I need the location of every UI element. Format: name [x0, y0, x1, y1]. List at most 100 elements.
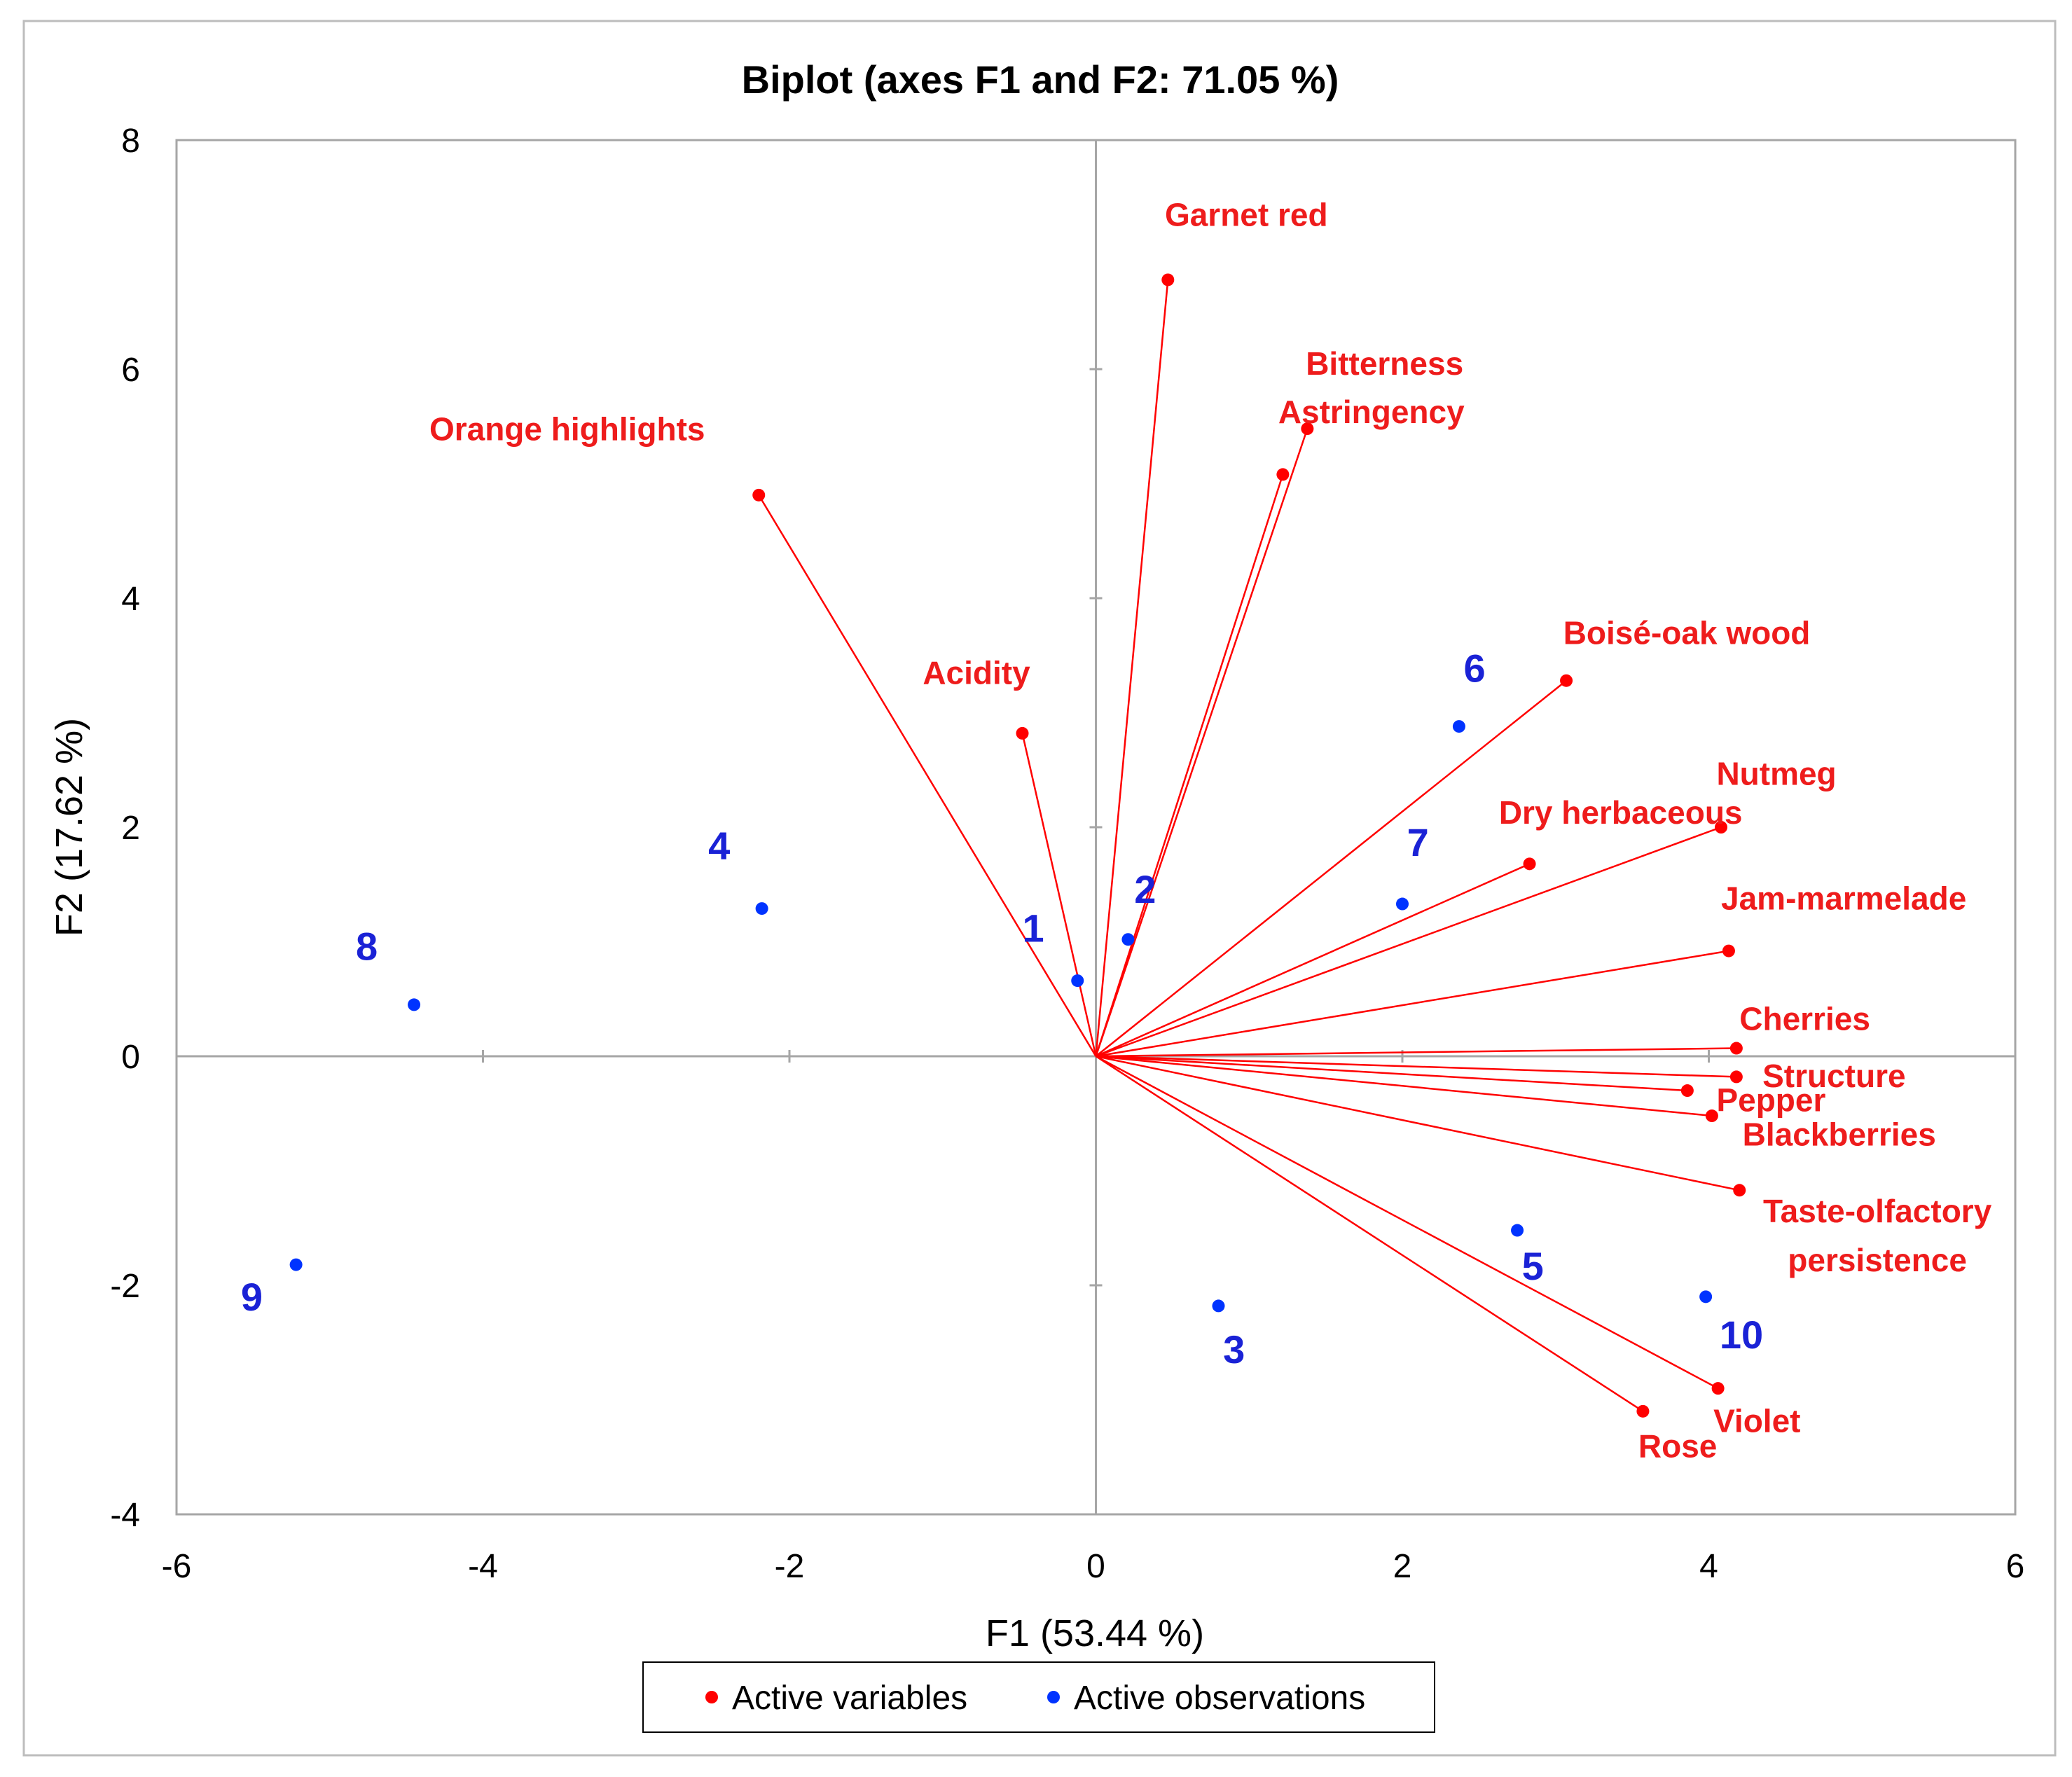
- vector-jam-marmelade: [1096, 950, 1729, 1058]
- variable-label-line: Bitterness: [1306, 345, 1463, 382]
- observation-points: 1 2 3 4 5 6 7 8 9 10: [241, 646, 1763, 1371]
- vector-bitterness: [1095, 474, 1284, 1057]
- x-axis-title: F1 (53.44 %): [986, 1612, 1204, 1654]
- observation-label-5: 5: [1522, 1244, 1544, 1288]
- observation-point-4: [755, 902, 768, 915]
- y-axis-title: F2 (17.62 %): [48, 718, 90, 936]
- legend-marker-observations: [1047, 1691, 1060, 1703]
- variable-label-line: Cherries: [1739, 1000, 1870, 1037]
- variable-label-line: Orange highlights: [429, 410, 705, 447]
- variable-point-violet: [1711, 1382, 1725, 1395]
- variable-label-astringency: Astringency: [1278, 394, 1465, 430]
- variable-label-pepper: Pepper: [1716, 1081, 1825, 1118]
- variable-label-line: Acidity: [923, 655, 1030, 691]
- variable-point-dry-herbaceous: [1523, 857, 1536, 871]
- y-tick-label: -2: [110, 1268, 140, 1305]
- observation-label-7: 7: [1407, 820, 1429, 864]
- variable-label-line: Dry herbaceous: [1499, 794, 1743, 831]
- x-tick-label: 6: [2006, 1548, 2025, 1585]
- observation-label-8: 8: [356, 925, 378, 969]
- variable-label-line: Pepper: [1716, 1081, 1825, 1118]
- variable-point-pepper: [1680, 1084, 1694, 1098]
- variable-point-taste-olfactory-persistence: [1733, 1184, 1746, 1197]
- legend-box: [642, 1661, 1435, 1733]
- vector-blackberries: [1096, 1055, 1712, 1117]
- vector-orange-highlights: [758, 495, 1097, 1057]
- variable-point-garnet-red: [1161, 273, 1175, 286]
- x-tick-label: 4: [1699, 1548, 1718, 1585]
- x-tick-label: -4: [468, 1548, 498, 1585]
- variable-label-dry-herbaceous: Dry herbaceous: [1499, 794, 1743, 831]
- variable-label-line: Jam-marmelade: [1721, 880, 1966, 917]
- variable-label-cherries: Cherries: [1739, 1000, 1870, 1037]
- x-tick-label: 2: [1393, 1548, 1412, 1585]
- vector-nutmeg: [1096, 826, 1722, 1058]
- vector-acidity: [1021, 733, 1097, 1057]
- y-tick-label: 8: [121, 123, 140, 160]
- legend: Active variables Active observations: [642, 1661, 1435, 1733]
- variable-label-jam-marmelade: Jam-marmelade: [1721, 880, 1966, 917]
- variable-point-bois-oak-wood: [1560, 674, 1573, 687]
- observation-label-1: 1: [1023, 906, 1044, 950]
- x-tick-label: -2: [775, 1548, 805, 1585]
- vector-structure: [1096, 1055, 1736, 1078]
- y-tick-label: 6: [121, 352, 140, 389]
- y-tick-label: 2: [121, 810, 140, 847]
- observation-point-6: [1452, 720, 1465, 733]
- vector-rose: [1095, 1055, 1644, 1412]
- vector-dry-herbaceous: [1095, 863, 1531, 1058]
- variable-label-line: Nutmeg: [1716, 756, 1836, 792]
- variable-label-line: Garnet red: [1165, 197, 1328, 233]
- observation-point-1: [1071, 974, 1084, 988]
- variable-point-cherries: [1729, 1042, 1743, 1055]
- observation-label-4: 4: [708, 824, 730, 868]
- variable-point-structure: [1729, 1070, 1743, 1084]
- variable-label-line: Taste-olfactory: [1763, 1193, 1992, 1229]
- variable-label-rose: Rose: [1638, 1427, 1717, 1464]
- observation-point-2: [1121, 933, 1135, 946]
- observation-point-9: [289, 1258, 303, 1271]
- observation-point-7: [1396, 897, 1409, 911]
- variable-point-acidity: [1016, 726, 1029, 740]
- variable-label-line: Violet: [1713, 1402, 1800, 1439]
- y-tick-label: 0: [121, 1039, 140, 1076]
- variable-point-orange-highlights: [752, 488, 766, 502]
- variable-label-line: persistence: [1788, 1242, 1967, 1278]
- variable-label-acidity: Acidity: [923, 655, 1030, 691]
- variable-vectors: [752, 273, 1746, 1418]
- vector-violet: [1095, 1055, 1719, 1390]
- variable-label-line: Structure: [1762, 1058, 1905, 1094]
- variable-label-bitterness: Bitterness: [1306, 345, 1463, 382]
- vector-taste-olfactory-persistence: [1096, 1055, 1740, 1191]
- vector-garnet-red: [1095, 279, 1169, 1057]
- y-tick-label: -4: [110, 1497, 140, 1534]
- vector-astringency: [1095, 428, 1308, 1057]
- observation-point-10: [1699, 1290, 1713, 1304]
- variable-point-blackberries: [1705, 1109, 1718, 1123]
- x-tick-label: 0: [1086, 1548, 1105, 1585]
- variable-label-orange-highlights: Orange highlights: [429, 410, 705, 447]
- chart-title: Biplot (axes F1 and F2: 71.05 %): [742, 57, 1339, 102]
- observation-label-3: 3: [1223, 1327, 1245, 1371]
- observation-label-10: 10: [1720, 1313, 1763, 1357]
- vector-bois-oak-wood: [1095, 679, 1567, 1057]
- observation-label-2: 2: [1134, 867, 1156, 911]
- observation-point-5: [1511, 1224, 1524, 1237]
- variable-label-violet: Violet: [1713, 1402, 1800, 1439]
- observation-point-3: [1212, 1299, 1225, 1313]
- variable-label-line: Blackberries: [1743, 1116, 1936, 1153]
- observation-label-6: 6: [1464, 646, 1486, 690]
- variable-labels: Garnet red Bitterness Astringency Orange hi…: [429, 197, 1992, 1465]
- variable-label-taste-olfactory-persistence: Taste-olfactory persistence: [1763, 1193, 1992, 1278]
- legend-label-observations: Active observations: [1074, 1680, 1365, 1717]
- variable-label-nutmeg: Nutmeg: [1716, 756, 1836, 792]
- variable-label-line: Astringency: [1278, 394, 1465, 430]
- variable-point-astringency: [1301, 422, 1314, 436]
- legend-marker-variables: [705, 1691, 718, 1703]
- variable-label-blackberries: Blackberries: [1743, 1116, 1936, 1153]
- vector-cherries: [1096, 1047, 1736, 1058]
- variable-point-rose: [1636, 1404, 1650, 1418]
- variable-point-jam-marmelade: [1722, 944, 1735, 957]
- variable-point-nutmeg: [1715, 821, 1727, 834]
